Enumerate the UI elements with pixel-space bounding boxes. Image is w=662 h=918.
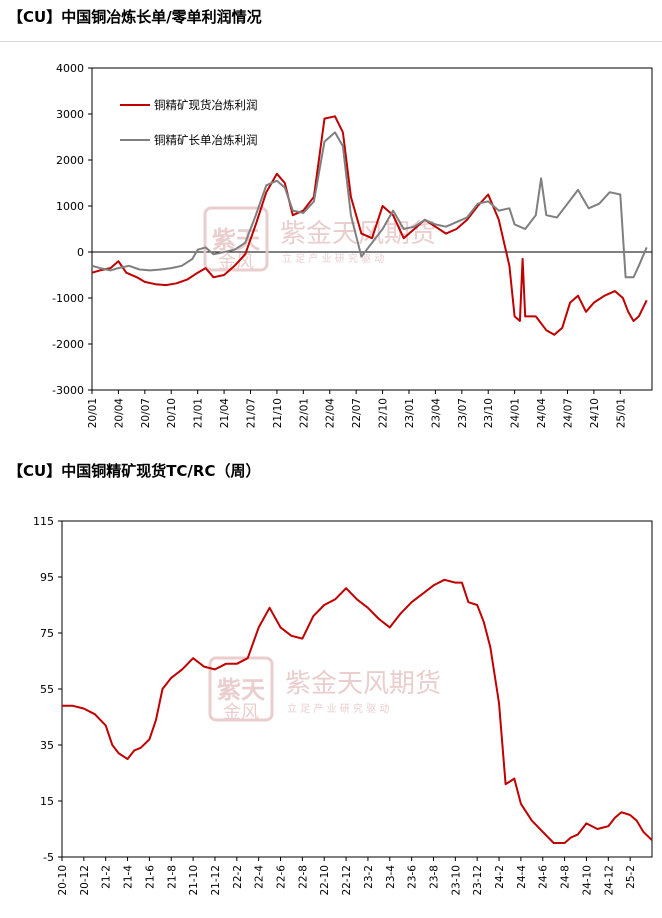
watermark-slogan: 立 足 产 业 研 究 驱 动 (287, 702, 389, 715)
smelting-profit-chart: -3000 -2000 -1000 0 1000 2000 3000 4000 20/01 20/… (52, 62, 653, 429)
watermark-seal-lower: 金风 (223, 702, 259, 723)
chart2-title: 【CU】中国铜精矿现货TC/RC（周） (8, 462, 261, 480)
series-line-0 (91, 115, 648, 336)
x-tick-label: 21/10 (272, 398, 284, 428)
x-tick-label: 21/07 (245, 398, 257, 428)
watermark-seal: 紫天 (217, 676, 265, 704)
y-tick-label: 35 (40, 739, 54, 752)
y-tick-label: 15 (40, 795, 54, 808)
x-tick-label: 24/04 (536, 398, 548, 429)
y-tick-label: -2000 (52, 338, 84, 351)
y-tick-label: 0 (77, 246, 84, 259)
x-tick-label: 24-6 (538, 865, 550, 889)
y-tick-label: -3000 (52, 384, 84, 397)
y-tick-label: 55 (40, 683, 54, 696)
x-tick-label: 23/07 (457, 398, 469, 428)
x-tick-label: 25-2 (625, 865, 637, 889)
y-tick-label: 75 (40, 627, 54, 640)
x-tick-label: 23/04 (430, 398, 442, 429)
y-tick-label: 4000 (56, 62, 84, 75)
x-tick-label: 21-2 (101, 865, 113, 889)
watermark-name: 紫金天风期货 (285, 669, 441, 699)
x-tick-label: 22/10 (378, 398, 390, 428)
plot-frame (91, 67, 653, 391)
chart1-title: 【CU】中国铜冶炼长单/零单利润情况 (8, 8, 262, 26)
series-line-0 (62, 578, 653, 844)
title1-divider (0, 41, 662, 42)
watermark-slogan: 立 足 产 业 研 究 驱 动 (282, 252, 384, 265)
x-tick-label: 24-2 (494, 865, 506, 889)
x-tick-label: 21/04 (219, 398, 231, 429)
watermark-seal-frame (203, 206, 269, 272)
x-tick-label: 22/01 (298, 398, 310, 428)
series-line-1 (91, 131, 648, 279)
x-tick-label: 23-8 (428, 865, 440, 889)
x-tick-label: 21-10 (188, 865, 200, 896)
x-tick-label: 22-8 (297, 865, 309, 889)
x-tick-label: 20-10 (57, 865, 69, 896)
x-tick-label: 24/10 (589, 398, 601, 428)
x-tick-label: 22/04 (325, 398, 337, 429)
x-tick-label: 22-2 (232, 865, 244, 889)
x-tick-label: 23-4 (385, 865, 397, 889)
x-tick-label: 23-6 (407, 865, 419, 889)
x-tick-label: 25/01 (615, 398, 627, 428)
x-tick-label: 20/07 (140, 398, 152, 428)
legend-label-0: 铜精矿现货冶炼利润 (154, 98, 258, 112)
x-tick-label: 23-2 (363, 865, 375, 889)
y-tick-label: 95 (40, 571, 54, 584)
x-tick-label: 21-12 (210, 865, 222, 896)
x-tick-label: 24-10 (581, 865, 593, 896)
y-tick-label: 115 (33, 515, 54, 528)
x-tick-label: 24/01 (510, 398, 522, 428)
x-tick-label: 22-10 (319, 865, 331, 896)
x-tick-label: 24-8 (560, 865, 572, 889)
x-tick-label: 21-4 (123, 865, 135, 889)
x-tick-label: 21-6 (144, 865, 156, 889)
x-tick-label: 21/01 (193, 398, 205, 428)
x-tick-label: 20-12 (79, 865, 91, 896)
y-tick-label: -1000 (52, 292, 84, 305)
x-tick-label: 24-4 (516, 865, 528, 889)
x-tick-label: 20/10 (166, 398, 178, 428)
y-tick-label: -5 (43, 851, 54, 864)
y-tick-label: 3000 (56, 108, 84, 121)
x-tick-label: 23-12 (472, 865, 484, 896)
x-tick-label: 22-4 (254, 865, 266, 889)
x-tick-label: 20/04 (113, 398, 125, 429)
x-tick-label: 24-12 (603, 865, 615, 896)
x-tick-label: 24/07 (562, 398, 574, 428)
x-tick-label: 23/01 (404, 398, 416, 428)
y-tick-label: 2000 (56, 154, 84, 167)
watermark-seal-frame (208, 656, 274, 722)
x-tick-label: 21-8 (166, 865, 178, 889)
x-tick-label: 20/01 (87, 398, 99, 428)
x-tick-label: 22/07 (351, 398, 363, 428)
x-tick-label: 22-12 (341, 865, 353, 896)
x-tick-label: 23/10 (483, 398, 495, 428)
x-tick-label: 22-6 (276, 865, 288, 889)
legend-label-1: 铜精矿长单冶炼利润 (154, 133, 258, 147)
x-tick-label: 23-10 (450, 865, 462, 896)
watermark-seal-lower: 金风 (218, 252, 254, 273)
y-tick-label: 1000 (56, 200, 84, 213)
